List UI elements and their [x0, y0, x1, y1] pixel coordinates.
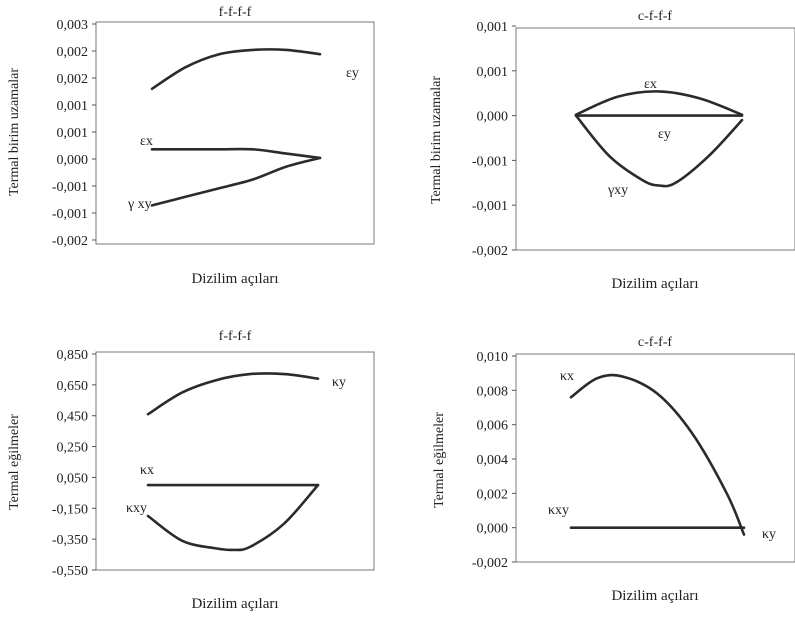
y-tick-label: 0,006 — [477, 419, 509, 434]
y-axis-label: Termal eğilmeler — [432, 412, 447, 508]
series-label: γ xy — [127, 197, 152, 212]
y-tick-label: -0,550 — [52, 564, 88, 579]
x-axis-label: Dizilim açıları — [191, 271, 278, 287]
series-label: κx — [560, 369, 574, 384]
x-axis-label: Dizilim açıları — [611, 588, 698, 604]
series-line — [574, 114, 744, 188]
y-axis-label: Termal birim uzamalar — [429, 76, 444, 204]
x-axis-label: Dizilim açıları — [191, 596, 278, 612]
y-tick-label: -0,001 — [52, 180, 88, 195]
y-axis-label: Termal eğilmeler — [7, 414, 22, 510]
y-tick-label: 0,000 — [477, 522, 509, 537]
y-tick-label: 0,002 — [57, 45, 89, 60]
y-tick-label: 0,850 — [57, 348, 89, 363]
y-tick-label: 0,001 — [57, 99, 89, 114]
series-line — [150, 147, 322, 160]
y-tick-label: -0,002 — [52, 234, 88, 249]
series-label: κy — [762, 527, 776, 542]
plot-frame — [95, 351, 375, 571]
series-label: εx — [644, 77, 657, 92]
y-axis-label: Termal birim uzamalar — [7, 68, 22, 196]
y-tick-label: 0,003 — [57, 18, 89, 33]
series-label: κxy — [548, 503, 569, 518]
x-axis-label: Dizilim açıları — [611, 276, 698, 292]
y-tick-label: 0,002 — [57, 72, 89, 87]
y-tick-label: -0,001 — [472, 199, 508, 214]
series-label: κy — [332, 375, 346, 390]
y-tick-label: 0,001 — [477, 65, 509, 80]
y-tick-label: 0,250 — [57, 441, 89, 456]
y-tick-label: 0,002 — [477, 487, 509, 502]
plot-frame — [95, 21, 375, 245]
y-tick-label: -0,150 — [52, 502, 88, 517]
series-label: γxy — [607, 183, 628, 198]
series-line — [569, 373, 746, 536]
y-tick-label: 0,050 — [57, 471, 89, 486]
y-tick-label: -0,002 — [472, 244, 508, 259]
series-line — [146, 372, 320, 416]
chart-title: f-f-f-f — [219, 329, 252, 344]
y-tick-label: 0,000 — [477, 110, 509, 125]
series-line — [146, 483, 320, 552]
chart-title: c-f-f-f — [638, 9, 673, 24]
y-tick-label: -0,002 — [472, 556, 508, 571]
chart-title: f-f-f-f — [219, 5, 252, 20]
plot-frame — [515, 27, 795, 251]
series-label: κx — [140, 463, 154, 478]
chart-title: c-f-f-f — [638, 335, 673, 350]
y-tick-label: 0,001 — [477, 20, 509, 35]
y-tick-label: -0,001 — [52, 207, 88, 222]
series-label: κxy — [126, 501, 147, 516]
series-line — [150, 48, 322, 91]
y-tick-label: 0,008 — [477, 384, 509, 399]
y-tick-label: 0,650 — [57, 379, 89, 394]
series-label: εy — [346, 66, 359, 81]
series-label: εy — [658, 127, 671, 142]
plot-frame — [515, 353, 795, 563]
series-line — [574, 90, 744, 116]
series-line — [150, 156, 322, 207]
y-tick-label: 0,000 — [57, 153, 89, 168]
y-tick-label: 0,010 — [477, 350, 509, 365]
y-tick-label: 0,450 — [57, 410, 89, 425]
y-tick-label: 0,001 — [57, 126, 89, 141]
y-tick-label: -0,350 — [52, 533, 88, 548]
y-tick-label: -0,001 — [472, 154, 508, 169]
y-tick-label: 0,004 — [477, 453, 509, 468]
series-label: εx — [140, 134, 153, 149]
